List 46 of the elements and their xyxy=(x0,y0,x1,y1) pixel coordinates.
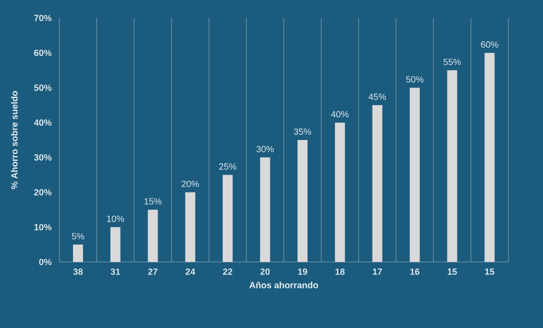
data-label: 55% xyxy=(444,58,461,66)
bar xyxy=(148,210,158,262)
x-axis-title: Años ahorrando xyxy=(249,282,318,288)
y-tick-label: 10% xyxy=(34,224,52,230)
bar xyxy=(372,105,382,262)
bar xyxy=(447,70,458,262)
x-tick-label: 15 xyxy=(485,268,494,275)
bar xyxy=(410,88,420,262)
data-label: 5% xyxy=(72,233,84,240)
x-tick-label: 16 xyxy=(410,268,420,275)
data-label: 35% xyxy=(294,128,312,135)
data-label: 45% xyxy=(368,94,386,100)
y-tick-label: 50% xyxy=(34,84,52,91)
x-tick-label: 19 xyxy=(298,268,308,275)
x-tick-label: 18 xyxy=(335,268,345,275)
bar xyxy=(222,174,233,262)
y-tick-label: 0% xyxy=(39,258,52,266)
bar xyxy=(73,244,83,262)
data-label: 40% xyxy=(331,111,349,118)
data-label: 25% xyxy=(219,163,236,170)
data-label: 10% xyxy=(107,216,124,222)
x-tick-label: 22 xyxy=(222,268,232,275)
bar xyxy=(298,140,308,262)
x-tick-label: 27 xyxy=(148,268,158,275)
x-tick-label: 17 xyxy=(372,268,382,275)
x-tick-label: 20 xyxy=(260,268,270,275)
data-label: 20% xyxy=(182,180,199,188)
data-label: 50% xyxy=(406,76,424,83)
bar xyxy=(484,52,495,262)
bar xyxy=(185,192,196,262)
x-tick-label: 31 xyxy=(110,268,120,275)
bar xyxy=(334,122,345,262)
x-tick-label: 15 xyxy=(448,268,457,275)
y-axis-title: % Ahorro sobre sueldo xyxy=(11,91,18,190)
y-tick-label: 20% xyxy=(34,189,52,196)
x-tick-label: 38 xyxy=(73,268,83,275)
y-tick-label: 60% xyxy=(34,50,52,56)
x-tick-label: 24 xyxy=(186,268,196,275)
y-tick-label: 30% xyxy=(34,154,52,161)
bar xyxy=(110,227,120,262)
bar xyxy=(260,157,270,262)
data-label: 60% xyxy=(481,41,498,48)
data-label: 30% xyxy=(256,146,274,152)
y-tick-label: 70% xyxy=(34,14,52,22)
data-label: 15% xyxy=(144,198,162,205)
y-tick-label: 40% xyxy=(34,119,52,126)
